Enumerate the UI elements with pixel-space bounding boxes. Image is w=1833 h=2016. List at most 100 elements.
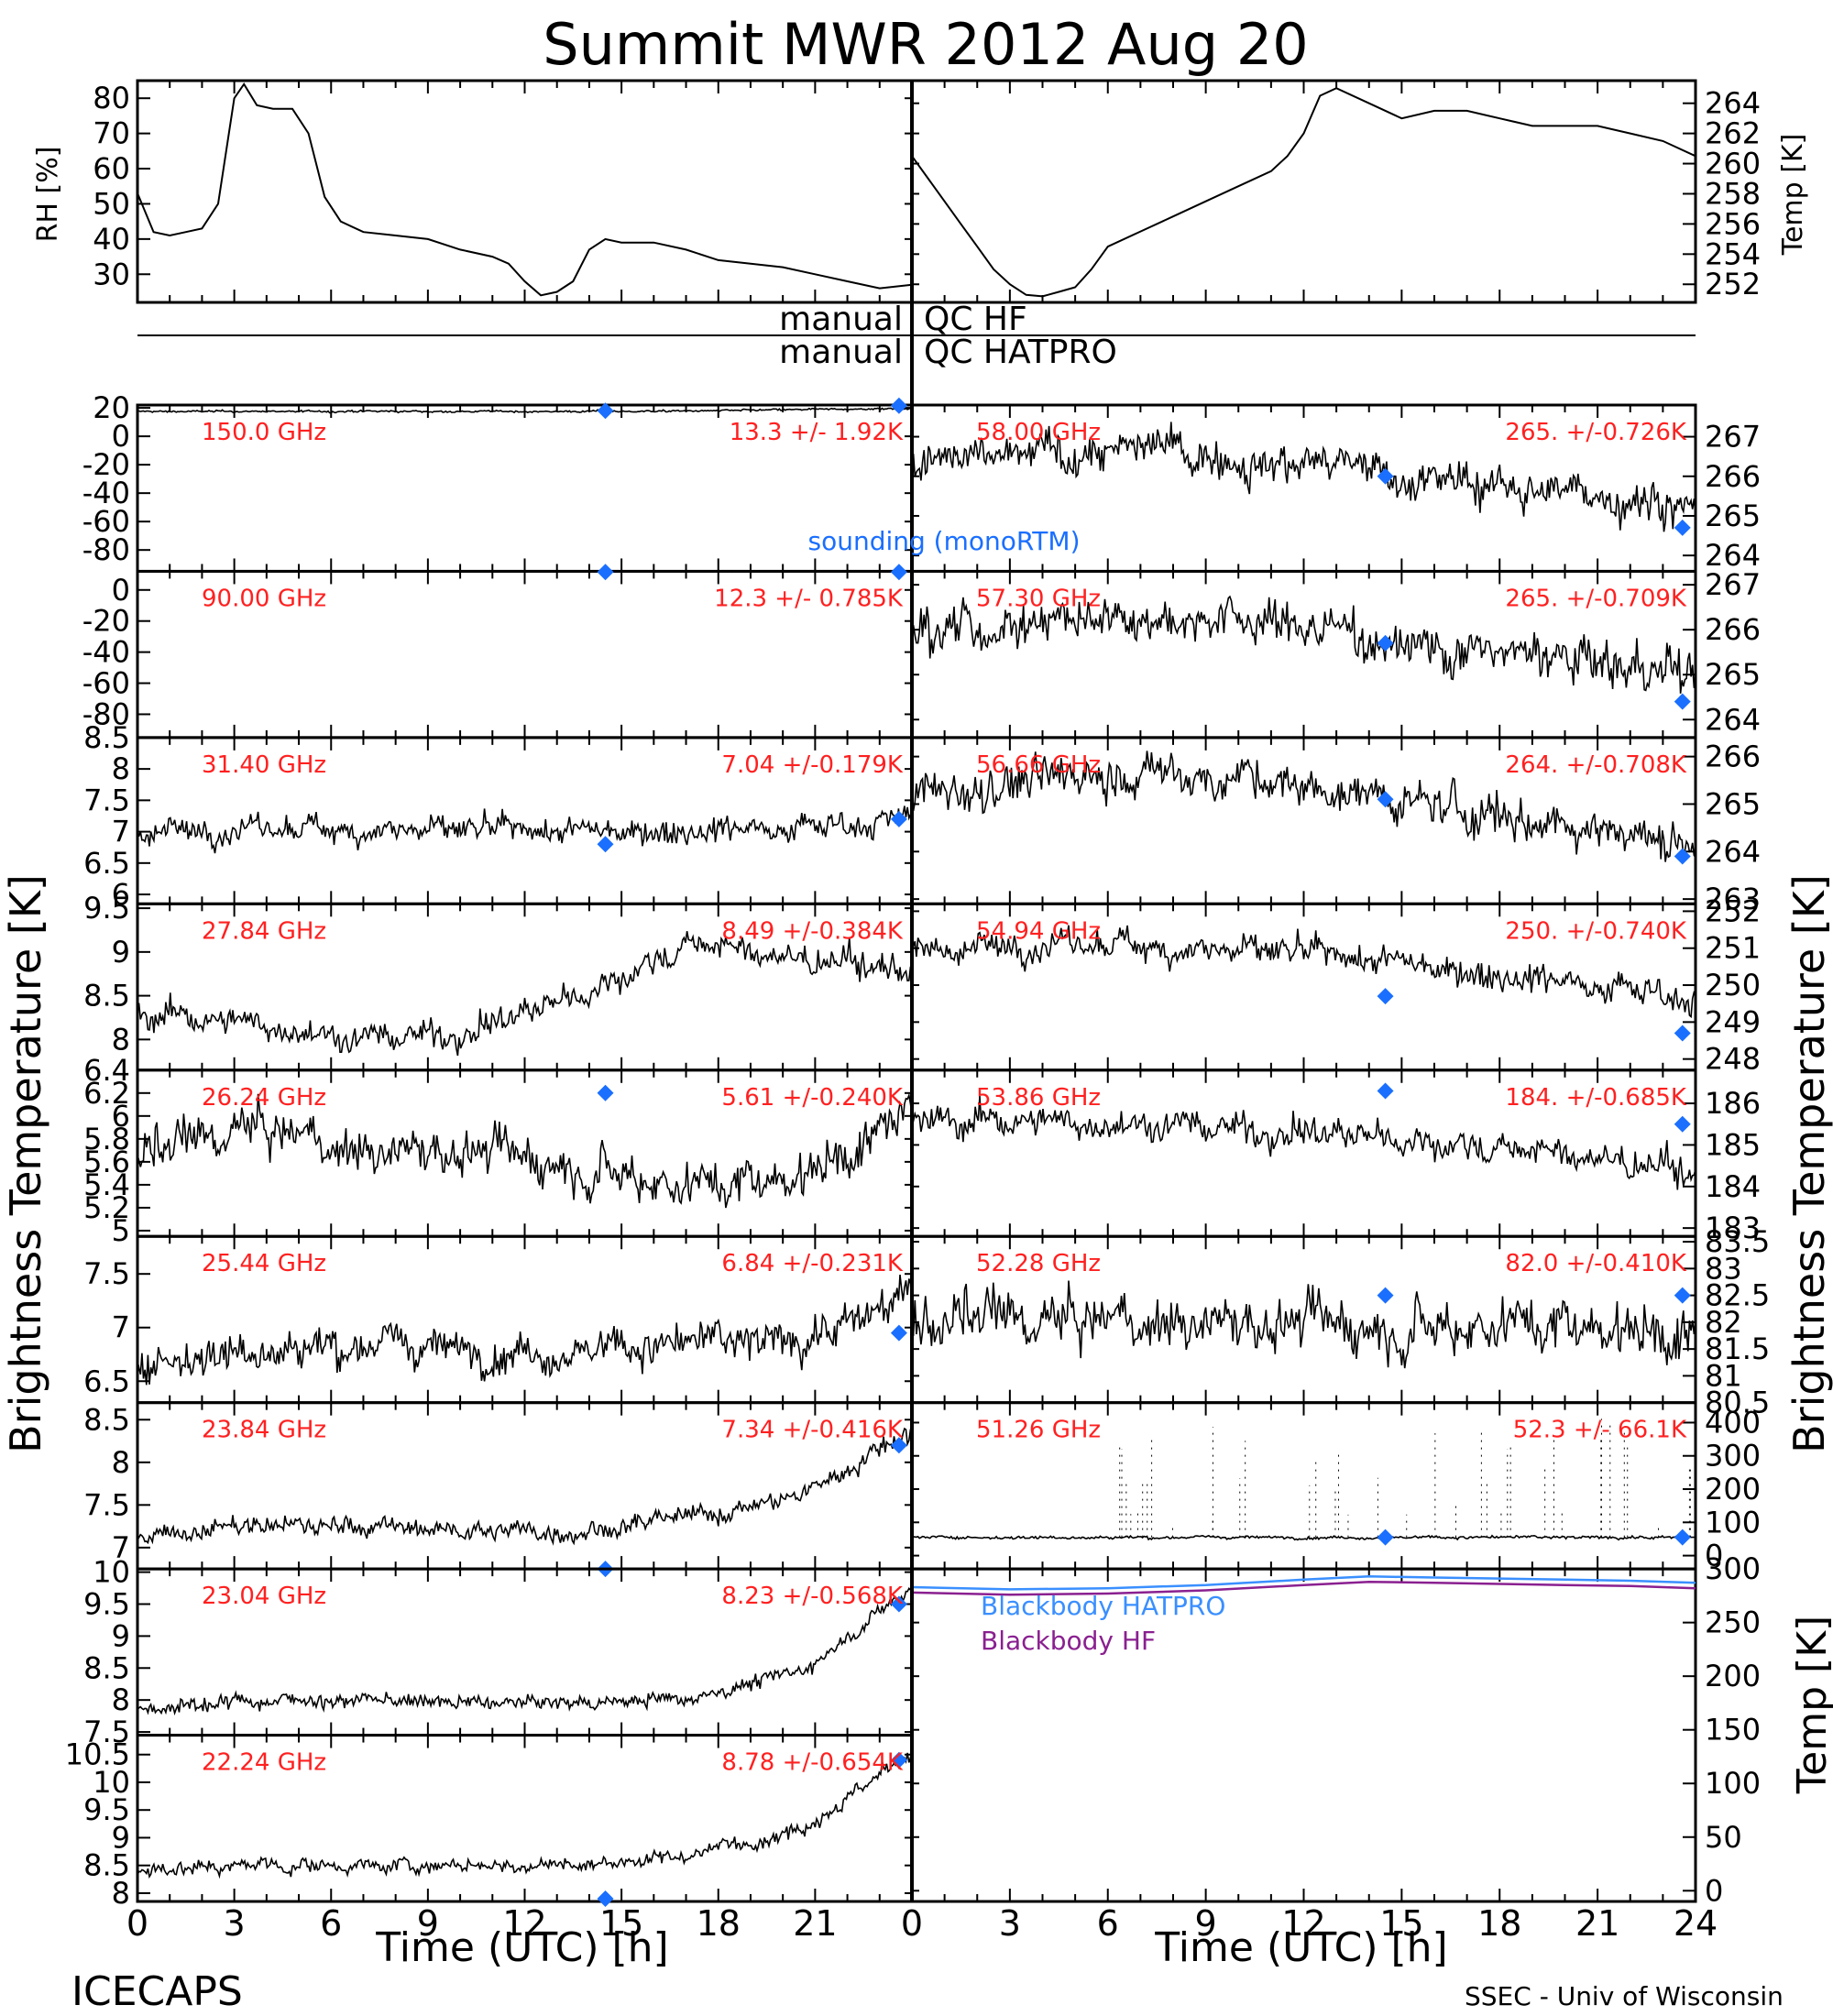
y-tick-label: 265 bbox=[1705, 657, 1761, 692]
sounding-point bbox=[597, 564, 614, 581]
tb-trace bbox=[912, 925, 1696, 1019]
chart-title: Summit MWR 2012 Aug 20 bbox=[543, 11, 1308, 78]
y-tick-label: 0 bbox=[112, 419, 130, 454]
bb-hf-line bbox=[911, 1580, 1696, 1596]
qc-top-left: manual bbox=[779, 301, 903, 338]
x-tick-label-right: 12 bbox=[1281, 1903, 1325, 1944]
sounding-point bbox=[1674, 1115, 1691, 1133]
sounding-point bbox=[890, 1437, 907, 1454]
y-tick-label: 7 bbox=[112, 1530, 130, 1565]
y-tick-label: 264 bbox=[1705, 538, 1761, 573]
y-tick-label: 300 bbox=[1705, 1439, 1761, 1474]
y-tick-label: -60 bbox=[82, 504, 130, 539]
x-tick-label-right: 15 bbox=[1379, 1903, 1423, 1944]
channel-frequency: 56.66 GHz bbox=[976, 751, 1101, 779]
y-tick-label: 264 bbox=[1705, 702, 1761, 737]
y-tick-label: -80 bbox=[82, 696, 130, 731]
sounding-point bbox=[890, 564, 907, 581]
y-tick-label: 83 bbox=[1705, 1251, 1742, 1286]
tb-trace bbox=[137, 407, 912, 414]
y-tick-label: 264 bbox=[1705, 834, 1761, 869]
tb-trace bbox=[912, 1280, 1696, 1369]
channel-stats: 8.78 +/-0.654K bbox=[721, 1749, 904, 1777]
y-tick-label: 20 bbox=[93, 390, 130, 425]
y-tick-label: 7.5 bbox=[83, 1487, 130, 1522]
y-tick-label: -60 bbox=[82, 666, 130, 701]
y-tick-label: 8 bbox=[112, 751, 130, 786]
channel-frequency: 25.44 GHz bbox=[202, 1250, 326, 1277]
y-tick-label: 249 bbox=[1705, 1004, 1761, 1039]
y-tick-label: 6.4 bbox=[83, 1053, 130, 1088]
channel-frequency: 57.30 GHz bbox=[976, 585, 1101, 612]
channel-frequency: 26.24 GHz bbox=[202, 1084, 326, 1112]
panel-l1: 200-20-40-60-80 150.0 GHz 13.3 +/- 1.92K bbox=[82, 390, 914, 573]
tb-trace bbox=[912, 1095, 1696, 1190]
sounding-legend: sounding (monoRTM) bbox=[808, 526, 1081, 556]
channel-frequency: 90.00 GHz bbox=[202, 585, 326, 612]
y-tick-label: 100 bbox=[1705, 1766, 1761, 1801]
panel-l8: 109.598.587.5 23.04 GHz 8.23 +/-0.568K bbox=[83, 1555, 914, 1749]
x-tick-label-left: 0 bbox=[126, 1903, 148, 1944]
y-tick-label: 6.5 bbox=[83, 846, 130, 881]
y-tick-label: 8 bbox=[112, 1445, 130, 1480]
channel-stats: 6.84 +/-0.231K bbox=[721, 1250, 904, 1277]
rh-line bbox=[137, 82, 913, 297]
x-tick-label-left: 15 bbox=[599, 1903, 643, 1944]
y-tick-label: 250 bbox=[1705, 968, 1761, 1003]
sounding-point bbox=[890, 1324, 907, 1342]
y-tick-label: 7.5 bbox=[83, 1715, 130, 1749]
y-tick-label: 248 bbox=[1705, 1042, 1761, 1077]
bb-hatpro-legend: Blackbody HATPRO bbox=[981, 1591, 1225, 1621]
ylabel-right: Brightness Temperature [K] bbox=[1784, 874, 1833, 1453]
xlabel-left: Time (UTC) [h] bbox=[375, 1924, 668, 1971]
y-tick-label: 5.4 bbox=[83, 1167, 130, 1202]
channel-frequency: 51.26 GHz bbox=[976, 1417, 1101, 1444]
sounding-point bbox=[1377, 988, 1394, 1005]
y-tick-label: 80 bbox=[93, 81, 130, 115]
tb-trace bbox=[137, 931, 912, 1057]
y-tick-label: 186 bbox=[1705, 1086, 1761, 1121]
panel-bb: 300 250 200 150 100 50 0 bbox=[910, 1551, 1761, 1908]
channel-stats: 265. +/-0.709K bbox=[1505, 585, 1687, 612]
sounding-point bbox=[1377, 1287, 1394, 1304]
y-tick-label: 10.5 bbox=[65, 1737, 130, 1772]
ylabel-met-temp: Temp [K] bbox=[1777, 134, 1809, 257]
y-tick-label: 262 bbox=[1705, 116, 1761, 151]
tb-trace bbox=[137, 1427, 912, 1546]
x-tick-label-right: 18 bbox=[1477, 1903, 1521, 1944]
channel-frequency: 22.24 GHz bbox=[202, 1749, 326, 1777]
y-tick-label: 5.6 bbox=[83, 1145, 130, 1179]
y-tick-label: 267 bbox=[1705, 420, 1761, 455]
y-tick-label: 0 bbox=[1705, 1539, 1723, 1573]
y-tick-label: 256 bbox=[1705, 206, 1761, 241]
channel-stats: 8.49 +/-0.384K bbox=[721, 917, 904, 945]
y-tick-label: 183 bbox=[1705, 1211, 1761, 1245]
y-tick-label: 8 bbox=[112, 1682, 130, 1717]
sounding-point bbox=[1377, 1082, 1394, 1100]
y-tick-label: 184 bbox=[1705, 1169, 1761, 1204]
y-tick-label: 254 bbox=[1705, 236, 1761, 271]
y-tick-label: 258 bbox=[1705, 176, 1761, 211]
x-tick-label-right: 24 bbox=[1674, 1903, 1718, 1944]
channel-frequency: 31.40 GHz bbox=[202, 751, 326, 779]
sounding-point bbox=[1377, 1528, 1394, 1546]
y-tick-label: 7.5 bbox=[83, 783, 130, 817]
panel-l3: 8.587.576.56 31.40 GHz 7.04 +/-0.179K bbox=[83, 720, 914, 912]
channel-stats: 13.3 +/- 1.92K bbox=[730, 419, 904, 446]
tb-trace bbox=[137, 1275, 912, 1386]
y-tick-label: 10 bbox=[93, 1555, 130, 1590]
y-tick-label: 7.5 bbox=[83, 1256, 130, 1291]
sounding-point bbox=[890, 397, 907, 414]
sounding-point bbox=[1674, 519, 1691, 536]
channel-stats: 184. +/-0.685K bbox=[1505, 1084, 1687, 1112]
y-tick-label: -80 bbox=[82, 532, 130, 567]
panel-l7: 8.5 8 7.5 7 23.84 GHz 7.34 +/-0.416K bbox=[83, 1401, 914, 1578]
y-tick-label: 83.5 bbox=[1705, 1224, 1770, 1259]
y-tick-label: 40 bbox=[93, 222, 130, 257]
y-tick-label: 9 bbox=[112, 1618, 130, 1653]
y-tick-label: 251 bbox=[1705, 931, 1761, 966]
